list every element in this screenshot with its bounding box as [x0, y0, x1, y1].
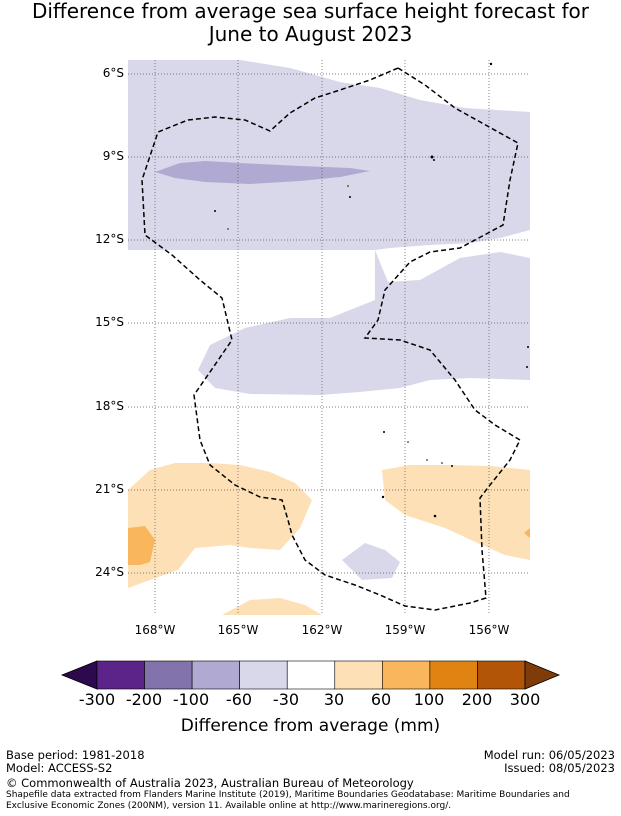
anomaly-region-negative-strong [155, 161, 370, 184]
colorbar-tick: -100 [172, 690, 210, 709]
base-period: Base period: 1981-2018 [6, 748, 145, 762]
anomaly-region-positive-east [382, 465, 530, 560]
lat-label: 6°S [102, 66, 124, 80]
colorbar-segment [239, 660, 288, 690]
colorbar-tick: 100 [413, 690, 445, 709]
map-grid [128, 60, 530, 615]
anomaly-region-positive-south [222, 598, 322, 615]
colorbar-segment [334, 660, 383, 690]
colorbar-segment [429, 660, 478, 690]
colorbar-segment [144, 660, 193, 690]
title-line-1: Difference from average sea surface heig… [31, 0, 590, 23]
lat-label: 12°S [95, 232, 124, 246]
colorbar-segment [477, 660, 526, 690]
colorbar-tick: 60 [370, 690, 392, 709]
title-line-2: June to August 2023 [208, 22, 413, 46]
colorbar [60, 660, 561, 690]
lon-label: 159°W [384, 623, 426, 637]
colorbar-segment [382, 660, 431, 690]
lat-label: 15°S [95, 315, 124, 329]
model-name: Model: ACCESS-S2 [6, 761, 113, 775]
colorbar-segment [96, 660, 145, 690]
lon-label: 156°W [468, 623, 510, 637]
anomaly-region-negative-north-wedge [198, 250, 530, 395]
shapefile-credit: Shapefile data extracted from Flanders M… [6, 790, 570, 811]
colorbar-segment [286, 660, 336, 690]
colorbar-segment [191, 660, 240, 690]
anomaly-region-negative-south [342, 543, 400, 580]
colorbar-tick: 30 [323, 690, 345, 709]
eez-boundary [141, 67, 521, 611]
colorbar-tick: -200 [125, 690, 163, 709]
map-title: Difference from average sea surface heig… [0, 0, 621, 46]
lon-label: 168°W [134, 623, 176, 637]
anomaly-region-positive-west [128, 463, 312, 588]
anomaly-region-positive-strong [128, 526, 155, 565]
colorbar-arrow-low [60, 660, 98, 690]
colorbar-arrow-high [524, 660, 561, 690]
lat-label: 24°S [95, 565, 124, 579]
issued-date: Issued: 08/05/2023 [504, 761, 615, 775]
colorbar-tick: -30 [272, 690, 300, 709]
lon-label: 162°W [301, 623, 343, 637]
colorbar-title: Difference from average (mm) [180, 716, 441, 736]
anomaly-region-positive-strong-east [524, 528, 530, 538]
lat-label: 9°S [102, 149, 124, 163]
colorbar-tick: -60 [225, 690, 253, 709]
copyright: © Commonwealth of Australia 2023, Austra… [6, 776, 414, 790]
lon-label: 165°W [217, 623, 259, 637]
colorbar-tick: -300 [78, 690, 116, 709]
model-run: Model run: 06/05/2023 [483, 748, 615, 762]
colorbar-tick: 200 [461, 690, 493, 709]
lat-label: 21°S [95, 482, 124, 496]
colorbar-tick: 300 [509, 690, 541, 709]
lat-label: 18°S [95, 399, 124, 413]
anomaly-region-negative-north [128, 60, 530, 250]
islands [214, 62, 529, 518]
